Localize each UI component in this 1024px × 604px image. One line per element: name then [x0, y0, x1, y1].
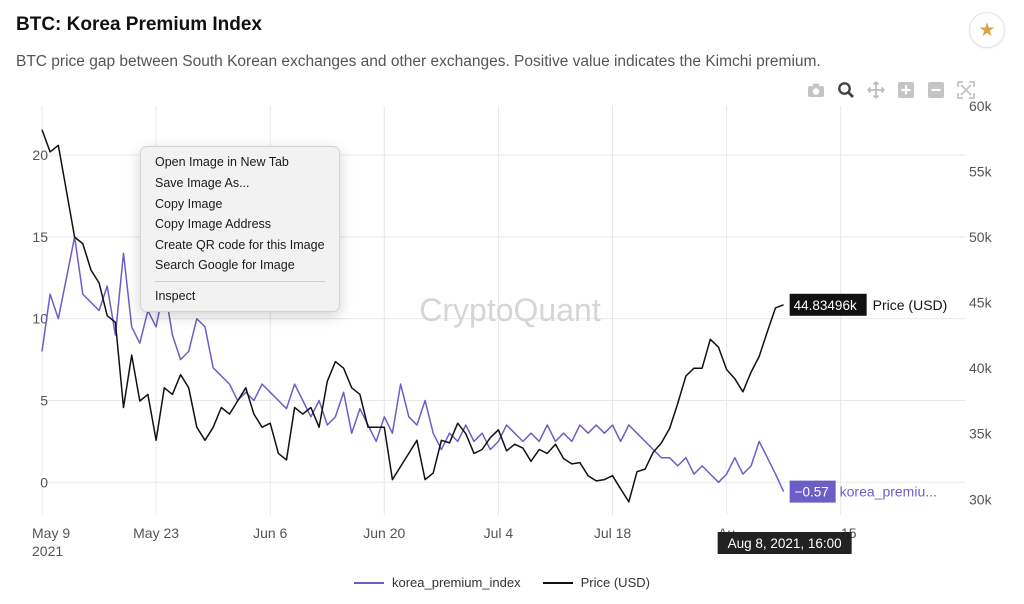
y-left-tick-label: 0 — [40, 474, 48, 490]
menu-item-search-google[interactable]: Search Google for Image — [155, 258, 295, 272]
context-menu: Open Image in New Tab Save Image As... C… — [140, 146, 340, 312]
y-right-tick-label: 45k — [969, 295, 993, 311]
y-left-tick-label: 5 — [40, 392, 48, 408]
menu-item-create-qr[interactable]: Create QR code for this Image — [155, 238, 325, 252]
page-subtitle: BTC price gap between South Korean excha… — [16, 53, 821, 70]
zoom-out-icon[interactable] — [926, 80, 946, 100]
hover-price-value: 44.83496k — [794, 298, 857, 313]
y-right-tick-label: 35k — [969, 426, 993, 442]
legend-swatch-korea-premium — [354, 581, 384, 584]
pan-icon[interactable] — [866, 80, 886, 100]
legend-swatch-price — [542, 581, 573, 584]
y-right-tick-label: 40k — [969, 360, 993, 376]
y-right-tick-label: 60k — [969, 98, 993, 114]
hover-kp-value: −0.57 — [795, 485, 829, 500]
x-tick-label: Jun 6 — [253, 525, 287, 541]
menu-item-open-image[interactable]: Open Image in New Tab — [155, 155, 289, 169]
favorite-button[interactable]: ★ — [969, 12, 1005, 48]
zoom-icon[interactable] — [836, 80, 856, 100]
x-tick-label: Jul 18 — [594, 525, 632, 541]
menu-item-save-image[interactable]: Save Image As... — [155, 176, 250, 190]
star-icon: ★ — [978, 19, 996, 41]
legend-label-price[interactable]: Price (USD) — [580, 575, 650, 590]
zoom-in-icon[interactable] — [896, 80, 916, 100]
legend-label-korea-premium[interactable]: korea_premium_index — [392, 575, 521, 590]
y-right-tick-label: 30k — [969, 491, 993, 507]
menu-item-inspect[interactable]: Inspect — [155, 289, 196, 303]
y-right-tick-label: 55k — [969, 164, 993, 180]
chart-modebar — [806, 80, 976, 100]
x-tick-label: May 23 — [133, 525, 179, 541]
x-year-label: 2021 — [32, 543, 63, 559]
x-tick-label: Jul 4 — [484, 525, 514, 541]
menu-item-copy-image-address[interactable]: Copy Image Address — [155, 217, 272, 231]
camera-icon[interactable] — [806, 80, 826, 100]
menu-separator — [155, 281, 325, 282]
y-left-tick-label: 15 — [32, 229, 48, 245]
autoscale-icon[interactable] — [956, 80, 976, 100]
hover-kp-box — [789, 480, 836, 503]
hover-x-value: Aug 8, 2021, 16:00 — [728, 536, 842, 551]
y-left-tick-label: 20 — [32, 147, 48, 163]
hover-price-name: Price (USD) — [873, 297, 948, 313]
hover-x-box — [717, 532, 852, 554]
series-line-price — [41, 129, 784, 503]
y-left-tick-label: 10 — [32, 311, 48, 327]
hover-price-box — [789, 293, 867, 316]
x-tick-label: May 9 — [32, 525, 70, 541]
x-tick-label: Jun 20 — [363, 525, 405, 541]
y-right-tick-label: 50k — [969, 229, 993, 245]
menu-item-copy-image[interactable]: Copy Image — [155, 197, 223, 211]
hover-kp-name: korea_premiu... — [840, 484, 937, 500]
page-title: BTC: Korea Premium Index — [16, 14, 262, 35]
chart-legend: korea_premium_index Price (USD) — [354, 575, 650, 590]
watermark: CryptoQuant — [419, 292, 601, 328]
